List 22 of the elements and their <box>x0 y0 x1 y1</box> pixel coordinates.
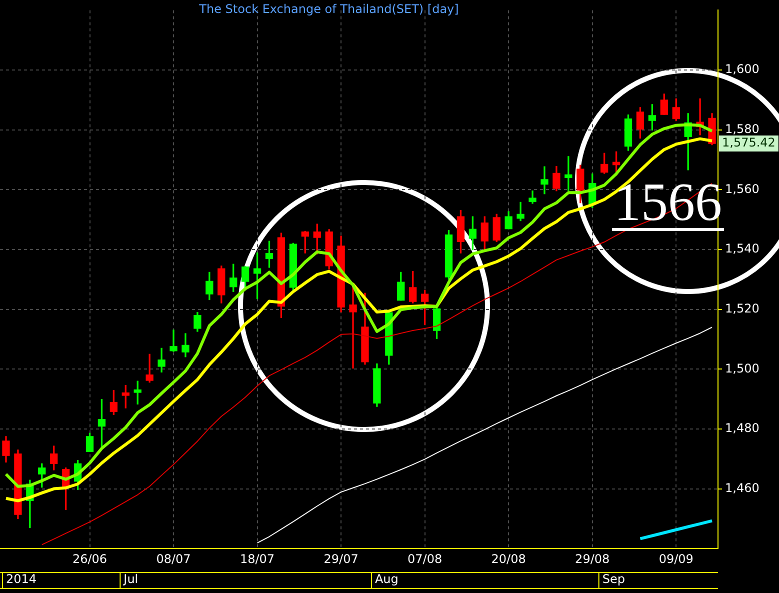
x-tick-label: 29/07 <box>324 552 358 566</box>
y-tick-label: 1,600 <box>725 62 760 76</box>
text: 2014 <box>6 572 37 586</box>
text: Aug <box>374 572 398 586</box>
y-tick-label: 1,460 <box>725 480 760 495</box>
x-tick-label: 07/08 <box>408 552 442 566</box>
y-tick-label: 1,580 <box>725 122 760 136</box>
x-tick-label: 20/08 <box>491 552 526 566</box>
y-tick-label: 1,540 <box>725 242 760 256</box>
x-tick-label: 26/06 <box>72 552 108 566</box>
x-tick-label: 18/07 <box>240 552 275 566</box>
text: Jul <box>122 572 138 586</box>
y-tick-label: 1,500 <box>725 361 760 376</box>
text: Sep <box>602 572 625 586</box>
chart-title: The Stock Exchange of Thailand(SET) [day] <box>198 2 459 16</box>
y-tick-label: 1,480 <box>725 421 760 436</box>
x-tick-label: 29/08 <box>575 552 610 566</box>
y-tick-label: 1,560 <box>725 182 760 196</box>
x-tick-label: 09/09 <box>658 552 694 566</box>
y-tick-label: 1,520 <box>725 301 760 316</box>
x-tick-label: 08/07 <box>156 552 191 566</box>
text: 1,575.42 <box>722 136 776 150</box>
